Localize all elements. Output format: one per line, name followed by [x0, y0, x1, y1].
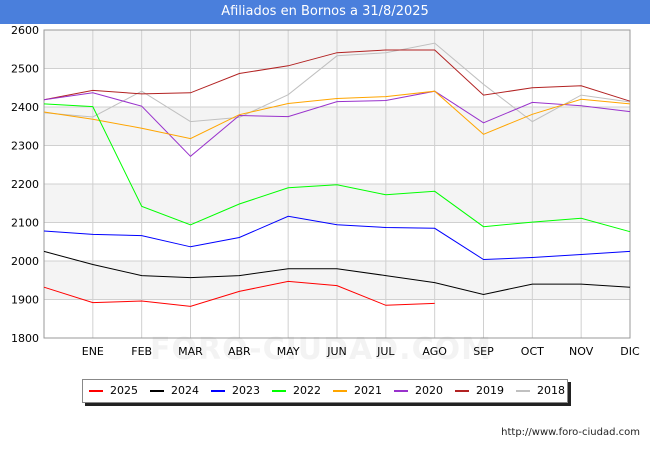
series-line-2024 [43, 250, 631, 296]
legend-swatch [89, 390, 103, 392]
series-line-2019 [43, 49, 631, 102]
y-tick-label: 2100 [11, 217, 39, 230]
legend-swatch [516, 390, 530, 392]
source-link[interactable]: http://www.foro-ciudad.com [501, 427, 640, 438]
legend-swatch [333, 390, 347, 392]
x-tick-label: DIC [620, 345, 640, 358]
watermark: FORO-CIUDAD.COM [150, 332, 492, 367]
y-tick-label: 2500 [11, 63, 39, 76]
series-line-2022 [43, 103, 631, 233]
x-tick-label: AGO [422, 345, 447, 358]
series-line-2021 [43, 90, 631, 140]
x-tick-label: ENE [82, 345, 104, 358]
x-tick-label: FEB [131, 345, 152, 358]
chart-legend: 2025 2024 2023 2022 2021 2020 2019 2018 [82, 379, 568, 403]
plot-frame [43, 29, 631, 339]
series-line-2018 [43, 42, 631, 123]
y-tick-label: 2400 [11, 101, 39, 114]
legend-label: 2018 [537, 384, 565, 397]
x-tick-label: SEP [473, 345, 494, 358]
legend-swatch [272, 390, 286, 392]
legend-label: 2022 [293, 384, 321, 397]
x-tick-label: JUN [326, 345, 347, 358]
y-tick-label: 1800 [11, 332, 39, 345]
legend-label: 2021 [354, 384, 382, 397]
series-line-2020 [43, 90, 631, 157]
legend-label: 2020 [415, 384, 443, 397]
legend-label: 2023 [232, 384, 260, 397]
legend-label: 2019 [476, 384, 504, 397]
x-tick-label: MAY [277, 345, 300, 358]
series-line-2023 [43, 215, 631, 261]
y-tick-label: 2600 [11, 24, 39, 37]
x-tick-label: JUL [376, 345, 395, 358]
legend-swatch [394, 390, 408, 392]
chart-title: Afiliados en Bornos a 31/8/2025 [0, 0, 650, 24]
series-line-2025 [43, 280, 435, 307]
y-tick-label: 1900 [11, 294, 39, 307]
legend-swatch [455, 390, 469, 392]
x-tick-label: MAR [178, 345, 203, 358]
y-tick-label: 2300 [11, 140, 39, 153]
x-tick-label: NOV [569, 345, 594, 358]
y-tick-label: 2200 [11, 178, 39, 191]
legend-label: 2025 [110, 384, 138, 397]
legend-swatch [150, 390, 164, 392]
legend-swatch [211, 390, 225, 392]
x-tick-label: ABR [228, 345, 251, 358]
legend-label: 2024 [171, 384, 199, 397]
x-tick-label: OCT [521, 345, 544, 358]
y-tick-label: 2000 [11, 255, 39, 268]
